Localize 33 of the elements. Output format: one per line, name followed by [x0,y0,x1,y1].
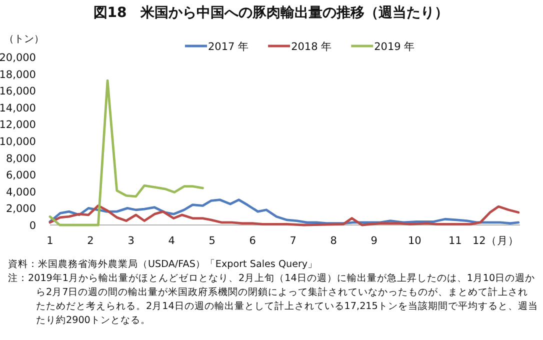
chart-title: 図18 米国から中国への豚肉輸出量の推移（週当たり） [93,5,449,21]
line-series [48,204,520,226]
line-series [48,198,520,225]
x-tick-label: 11 [448,235,462,247]
x-tick-label: 4 [168,235,176,247]
x-tick-label: 5 [208,235,216,247]
y-tick-label: 0 [29,220,36,232]
y-tick-label: 16,000 [0,86,36,98]
y-tick-label: 14,000 [0,102,36,114]
x-tick-label: 1 [46,235,54,247]
x-tick-label: 12（月） [472,235,519,247]
y-tick-label: 18,000 [0,68,36,81]
line-series [48,79,204,226]
legend-label: 2017 年 [208,41,250,53]
y-tick-label: 20,000 [0,52,36,64]
legend-label: 2018 年 [291,41,332,53]
x-tick-label: 10 [408,235,422,247]
x-tick-label: 7 [290,235,296,247]
legend-label: 2019 年 [374,41,416,53]
x-tick-label: 3 [128,235,134,247]
y-tick-label: 2,000 [6,203,36,216]
x-tick-label: 9 [370,235,378,247]
y-tick-label: 8,000 [6,152,36,165]
x-tick-label: 6 [249,235,256,247]
y-tick-label: 10,000 [0,136,36,148]
y-tick-label: 6,000 [6,170,36,182]
y-axis-title: （トン） [4,34,44,45]
y-tick-label: 4,000 [6,186,36,198]
text: 注：2019年1月から輸出量がほとんどゼロとなり、2月上旬（14日の週）に輸出量が急上昇したのは、1月10日の週から2月7日の週の間の輸出量が米国政府系機関の閉鎖によって集計されていなかったものが、まとめて計上されたためだと考えられる。2月14日の週の輸出量として計上されている17,215トンを当該期間で平均すると、週当たり約2900トンとなる。 [8,272,538,328]
text: 資料：米国農務省海外農業局（USDA/FAS）「Export Sales Query」 [8,258,319,272]
y-tick-label: 12,000 [0,119,36,132]
x-tick-label: 2 [87,235,94,247]
x-tick-label: 8 [330,235,337,247]
